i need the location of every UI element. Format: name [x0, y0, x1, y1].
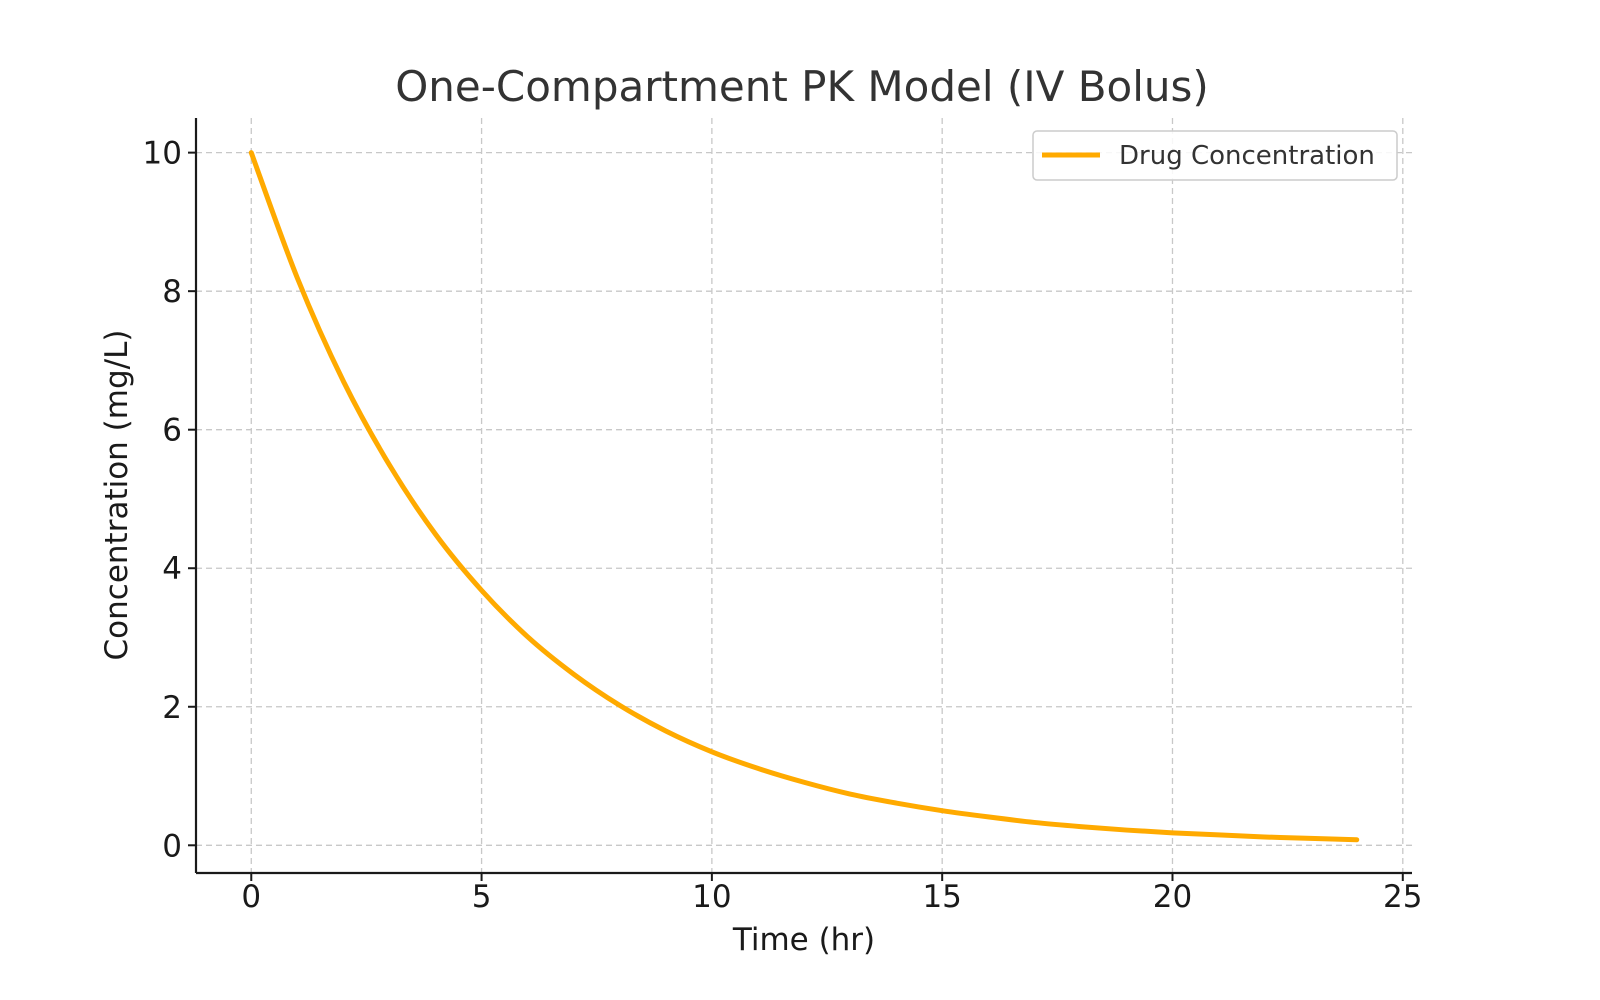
y-tick-label: 4 — [162, 551, 182, 587]
y-tick-label: 8 — [162, 274, 182, 310]
x-tick-label: 5 — [472, 879, 492, 915]
y-gridlines — [196, 151, 1412, 846]
series-line-drug-concentration — [248, 150, 1360, 843]
x-tick-label: 0 — [241, 879, 261, 915]
legend-label-drug-concentration: Drug Concentration — [1119, 141, 1375, 171]
y-tick-label: 10 — [143, 136, 182, 172]
x-gridlines — [250, 118, 1404, 873]
y-tick-label: 2 — [162, 690, 182, 726]
y-axis-label: Concentration (mg/L) — [99, 330, 135, 661]
y-tick-label: 6 — [162, 413, 182, 449]
y-axis-ticks: 0 2 4 6 8 10 — [143, 136, 196, 864]
legend: Drug Concentration — [1032, 130, 1398, 181]
x-axis-label: Time (hr) — [732, 922, 875, 958]
y-tick-label: 0 — [162, 828, 182, 864]
chart-title: One-Compartment PK Model (IV Bolus) — [395, 62, 1209, 111]
legend-box — [1032, 130, 1398, 181]
x-axis-ticks: 0 5 10 15 20 25 — [241, 873, 1423, 915]
x-tick-label: 25 — [1383, 879, 1422, 915]
x-tick-label: 10 — [692, 879, 731, 915]
x-tick-label: 15 — [922, 879, 961, 915]
x-tick-label: 20 — [1153, 879, 1192, 915]
